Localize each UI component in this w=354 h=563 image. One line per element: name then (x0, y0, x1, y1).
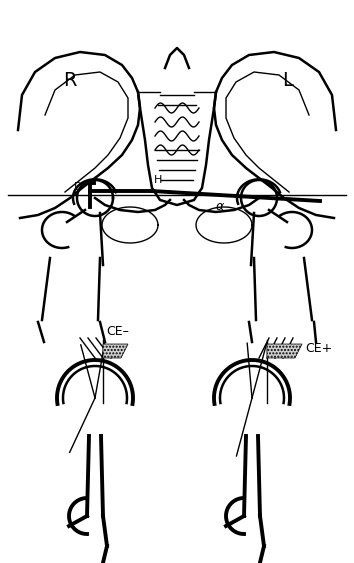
Text: CE+: CE+ (305, 342, 332, 355)
Text: H: H (154, 175, 162, 185)
Polygon shape (267, 344, 302, 358)
Text: L: L (282, 70, 293, 90)
Polygon shape (103, 344, 128, 358)
Text: α: α (216, 200, 224, 213)
Text: R: R (63, 70, 77, 90)
Text: D: D (74, 182, 82, 192)
Text: CE–: CE– (106, 325, 129, 338)
